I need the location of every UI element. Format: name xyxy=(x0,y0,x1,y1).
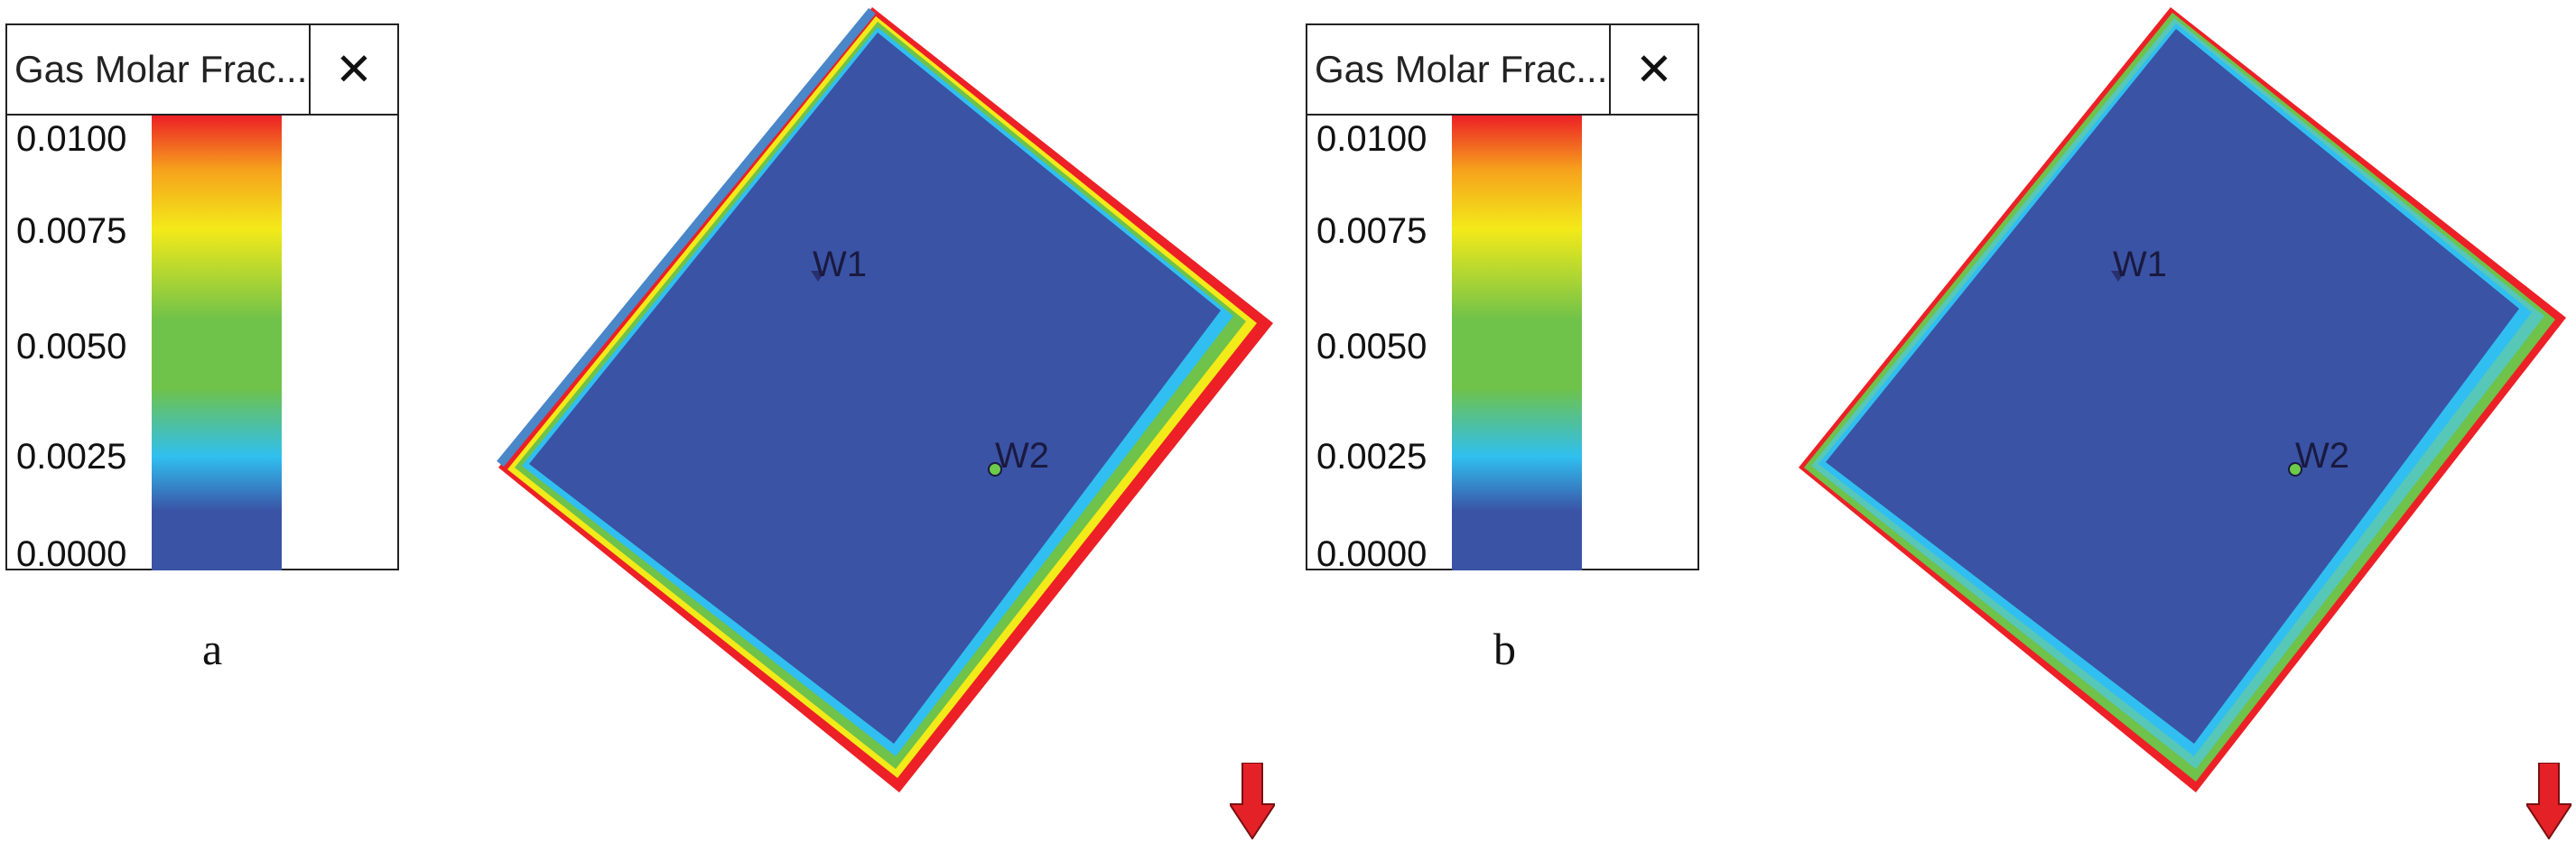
color-legend-b: Gas Molar Frac... ✕ 0.0100 0.0075 0.0050… xyxy=(1306,23,1699,574)
legend-tick: 0.0075 xyxy=(16,211,127,251)
color-legend-a: Gas Molar Frac... ✕ 0.0100 0.0075 0.0050… xyxy=(5,23,399,574)
reservoir-map-a: W1 W2 xyxy=(497,7,1273,792)
reservoir-interior xyxy=(529,32,1221,744)
well-w1-label: W1 xyxy=(2113,245,2167,284)
legend-tick: 0.0100 xyxy=(16,119,127,159)
panel-caption-a: a xyxy=(202,624,223,674)
edge-gradient xyxy=(497,7,876,468)
well-w2-marker xyxy=(2288,462,2302,477)
reservoir-interior xyxy=(1826,29,2519,744)
panel-caption-b: b xyxy=(1493,624,1516,674)
close-icon[interactable]: ✕ xyxy=(309,25,397,114)
legend-tick: 0.0050 xyxy=(16,327,127,366)
legend-tick: 0.0025 xyxy=(1316,437,1427,477)
legend-tick: 0.0000 xyxy=(16,534,127,574)
legend-header: Gas Molar Frac... ✕ xyxy=(1307,25,1697,116)
legend-tick: 0.0050 xyxy=(1316,327,1427,366)
legend-header: Gas Molar Frac... ✕ xyxy=(7,25,397,116)
well-w1-marker xyxy=(2111,271,2125,282)
reservoir-map-b: W1 W2 xyxy=(1799,7,2566,792)
red-down-arrow-icon xyxy=(1230,763,1275,839)
well-w2-label: W2 xyxy=(2295,436,2349,476)
colorbar xyxy=(152,116,282,570)
legend-title: Gas Molar Frac... xyxy=(14,48,308,90)
legend-tick: 0.0100 xyxy=(1316,119,1427,159)
legend-tick: 0.0075 xyxy=(1316,211,1427,251)
red-down-arrow-icon xyxy=(2526,763,2571,839)
legend-tick: 0.0025 xyxy=(16,437,127,477)
well-w1-marker xyxy=(811,271,825,282)
well-w1-label: W1 xyxy=(813,245,867,284)
legend-title: Gas Molar Frac... xyxy=(1315,48,1608,90)
close-icon[interactable]: ✕ xyxy=(1609,25,1697,114)
well-w2-marker xyxy=(988,462,1002,477)
well-w2-label: W2 xyxy=(995,436,1049,476)
legend-tick: 0.0000 xyxy=(1316,534,1427,574)
colorbar xyxy=(1452,116,1582,570)
